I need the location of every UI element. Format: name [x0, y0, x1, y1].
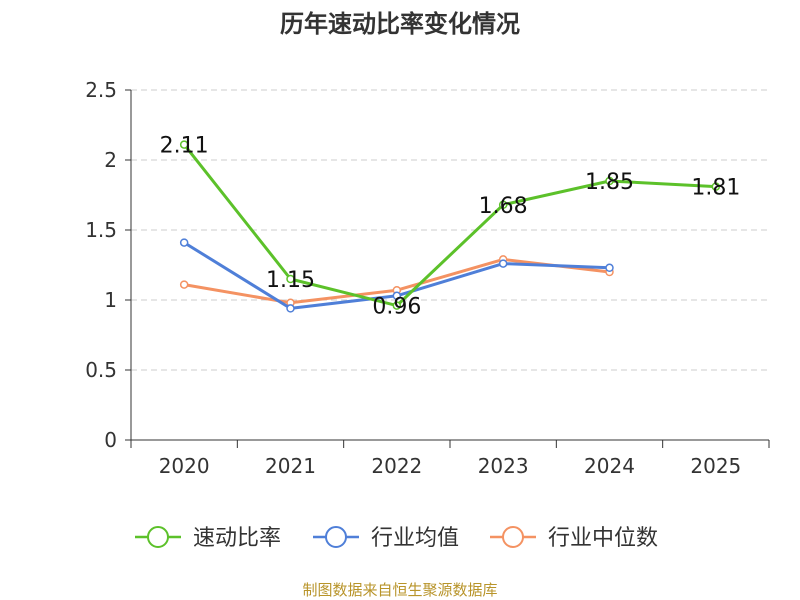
data-label: 1.15: [266, 268, 315, 293]
data-label: 0.96: [372, 295, 421, 320]
source-note: 制图数据来自恒生聚源数据库: [302, 581, 497, 599]
series-line: [182, 143, 716, 308]
y-tick-label: 1: [104, 288, 117, 312]
x-tick-label: 2021: [265, 454, 316, 478]
legend-swatch-marker: [325, 526, 347, 548]
data-point: [392, 291, 402, 301]
data-point: [711, 182, 721, 191]
legend: 速动比率 行业均值 行业中位数: [135, 526, 658, 551]
data-label-layer: 2.11 1.15 0.96 1.68 1.85 1.81: [160, 134, 741, 320]
data-point: [286, 304, 295, 313]
data-point: [605, 263, 614, 273]
y-tick-label: 2: [104, 148, 117, 172]
data-label: 1.81: [691, 176, 740, 201]
y-tick-label: 0.5: [85, 358, 117, 382]
x-tick-label: 2024: [584, 454, 635, 478]
legend-label: 速动比率: [193, 526, 281, 551]
data-point: [179, 140, 189, 149]
legend-swatch-marker: [147, 526, 169, 548]
y-tick-label: 1.5: [85, 218, 117, 242]
data-label: 1.85: [585, 170, 634, 195]
data-point: [179, 238, 189, 247]
data-point: [498, 259, 508, 268]
data-point: [392, 301, 402, 310]
grid-layer: [131, 89, 769, 371]
data-point: [179, 280, 189, 289]
y-tick-label: 0: [104, 428, 117, 452]
x-tick-label: 2020: [159, 454, 210, 478]
chart-title: 历年速动比率变化情况: [280, 10, 520, 38]
legend-label: 行业中位数: [548, 526, 658, 551]
x-tick-label: 2022: [371, 454, 422, 478]
x-tick-label: 2025: [690, 454, 741, 478]
axis-layer: 0 0.5 1 1.5 2 2.5 2020 2021 2022 2023 2024 2025: [85, 78, 770, 478]
legend-swatch-marker: [502, 526, 524, 548]
data-point: [605, 176, 614, 186]
data-label: 2.11: [160, 134, 209, 159]
x-tick-label: 2023: [478, 454, 529, 478]
data-label: 1.68: [479, 194, 528, 219]
y-tick-label: 2.5: [85, 78, 117, 102]
data-point: [286, 274, 295, 284]
data-point: [498, 200, 508, 210]
series-layer: [179, 140, 721, 313]
legend-label: 行业均值: [371, 526, 459, 551]
